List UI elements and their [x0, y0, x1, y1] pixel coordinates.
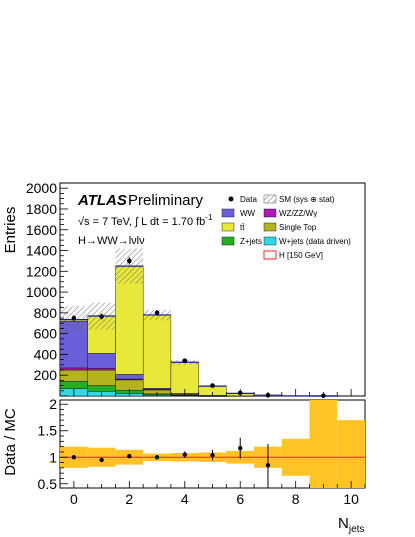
top-y-tick-label: 600: [34, 326, 58, 342]
legend-entry-higgs: H [150 GeV]: [263, 250, 323, 260]
top-plot-content: [59, 248, 338, 399]
x-axis-label: Njets: [338, 515, 364, 535]
legend-label-ttbar: tt̄: [240, 223, 245, 232]
legend-label-zjets: Z+jets: [240, 237, 262, 246]
ratio-uncertainty-band-bin-9: [309, 400, 338, 488]
ratio-y-tick-label: 2: [49, 396, 57, 412]
legend-entry-ttbar: tt̄: [221, 222, 245, 232]
ratio-point-bin-2: [127, 453, 132, 459]
y-axis-label-ratio: Data / MC: [2, 408, 19, 476]
preliminary-label: Preliminary: [128, 192, 204, 209]
data-point-bin-1: [99, 314, 104, 319]
ratio-y-tick-label: 1.5: [38, 423, 58, 439]
ratio-y-tick-label: 0.5: [38, 476, 58, 492]
top-y-tick-label: 1200: [26, 263, 57, 279]
data-point-bin-4: [182, 358, 188, 363]
x-tick-label: 8: [292, 491, 300, 507]
legend-swatch-zjets: [221, 236, 235, 246]
ratio-point-bin-7: [265, 463, 271, 468]
legend-swatch-sm-total: [263, 194, 277, 204]
top-y-tick-label: 200: [34, 367, 58, 383]
bar-single-top-bin-2: [115, 379, 144, 391]
bar-wz-zz-w-bin-0: [59, 367, 88, 371]
legend-label-sm-total: SM (sys ⊕ stat): [279, 195, 335, 204]
top-y-tick-label: 800: [34, 305, 58, 321]
ratio-point-bin-6: [238, 446, 243, 451]
legend-label-wjets: W+jets (data driven): [279, 237, 351, 246]
bar-single-top-bin-0: [59, 369, 88, 382]
ratio-point-bin-3: [154, 455, 160, 460]
ratio-point-bin-5: [210, 452, 215, 458]
legend-swatch-single-top: [263, 222, 277, 232]
y-axis-label-entries: Entries: [2, 207, 19, 254]
x-tick-label: 4: [181, 491, 189, 507]
top-y-tick-label: 400: [34, 346, 58, 362]
channel-label: H→WW→lνlν: [78, 235, 145, 247]
legend-entry-wjets: W+jets (data driven): [263, 236, 351, 246]
legend-entry-data: Data: [228, 195, 257, 204]
top-y-tick-label: 1800: [26, 201, 57, 217]
energy-lumi-label: √s = 7 TeV, ∫ L dt = 1.70 fb-1: [78, 213, 213, 228]
data-point-bin-0: [71, 315, 77, 321]
x-tick-label: 0: [70, 491, 78, 507]
bar-ww-bin-1: [87, 353, 116, 369]
legend-swatch-wjets: [263, 236, 277, 246]
data-point-bin-3: [154, 310, 160, 316]
top-y-tick-label: 2000: [26, 180, 57, 196]
legend-label-single-top: Single Top: [279, 223, 317, 232]
legend-swatch-ww: [221, 208, 235, 218]
data-point-bin-2: [127, 258, 132, 264]
top-y-tick-label: 1600: [26, 222, 57, 238]
top-y-tick-label: 1400: [26, 243, 57, 259]
legend-label-dibosons: WZ/ZZ/Wγ: [279, 209, 317, 218]
bar-single-top-bin-1: [87, 369, 116, 386]
legend-swatch-dibosons: [263, 208, 277, 218]
bar-z-jets-bin-1: [87, 385, 116, 392]
ratio-y-tick-label: 1: [49, 449, 57, 465]
x-tick-label: 10: [343, 491, 359, 507]
legend-swatch-ttbar: [221, 222, 235, 232]
legend-swatch-data: [228, 196, 234, 202]
axes-ticks: 0 2 4 6 8 10 200 400 600 800 1000 1200 1400 1600 1800 2…: [26, 180, 366, 507]
legend-label-ww: WW: [240, 209, 256, 218]
legend-label-data: Data: [240, 195, 257, 204]
bar-tt-bin-3: [142, 314, 172, 389]
legend-entry-ww: WW: [221, 208, 256, 218]
legend: Data SM (sys ⊕ stat) WW WZ/ZZ/Wγ tt̄ Sin…: [221, 194, 351, 260]
legend-entry-zjets: Z+jets: [221, 236, 262, 246]
bar-tt-bin-4: [170, 362, 199, 394]
ratio-point-bin-4: [182, 452, 187, 457]
ratio-plot-content: [60, 400, 365, 488]
bar-z-jets-bin-0: [59, 381, 88, 389]
legend-entry-single-top: Single Top: [263, 222, 317, 232]
legend-swatch-higgs: [263, 250, 277, 260]
bar-tt-bin-2: [115, 266, 144, 375]
ratio-uncertainty-band-bin-10: [337, 420, 365, 488]
bar-wz-zz-w-bin-1: [87, 368, 116, 371]
bar-ww-bin-2: [115, 374, 144, 380]
x-tick-label: 2: [125, 491, 133, 507]
ratio-point-bin-0: [71, 455, 77, 460]
legend-entry-dibosons: WZ/ZZ/Wγ: [263, 208, 317, 218]
top-y-tick-label: 1000: [26, 284, 57, 300]
x-tick-label: 6: [236, 491, 244, 507]
data-point-bin-5: [210, 383, 215, 388]
x-axis-label-subscript: jets: [348, 524, 365, 535]
energy-lumi-superscript: -1: [205, 213, 213, 222]
ratio-point-bin-1: [99, 457, 104, 463]
legend-label-higgs: H [150 GeV]: [279, 251, 323, 260]
atlas-label: ATLAS: [77, 192, 127, 209]
legend-entry-sm-total: SM (sys ⊕ stat): [263, 194, 335, 204]
